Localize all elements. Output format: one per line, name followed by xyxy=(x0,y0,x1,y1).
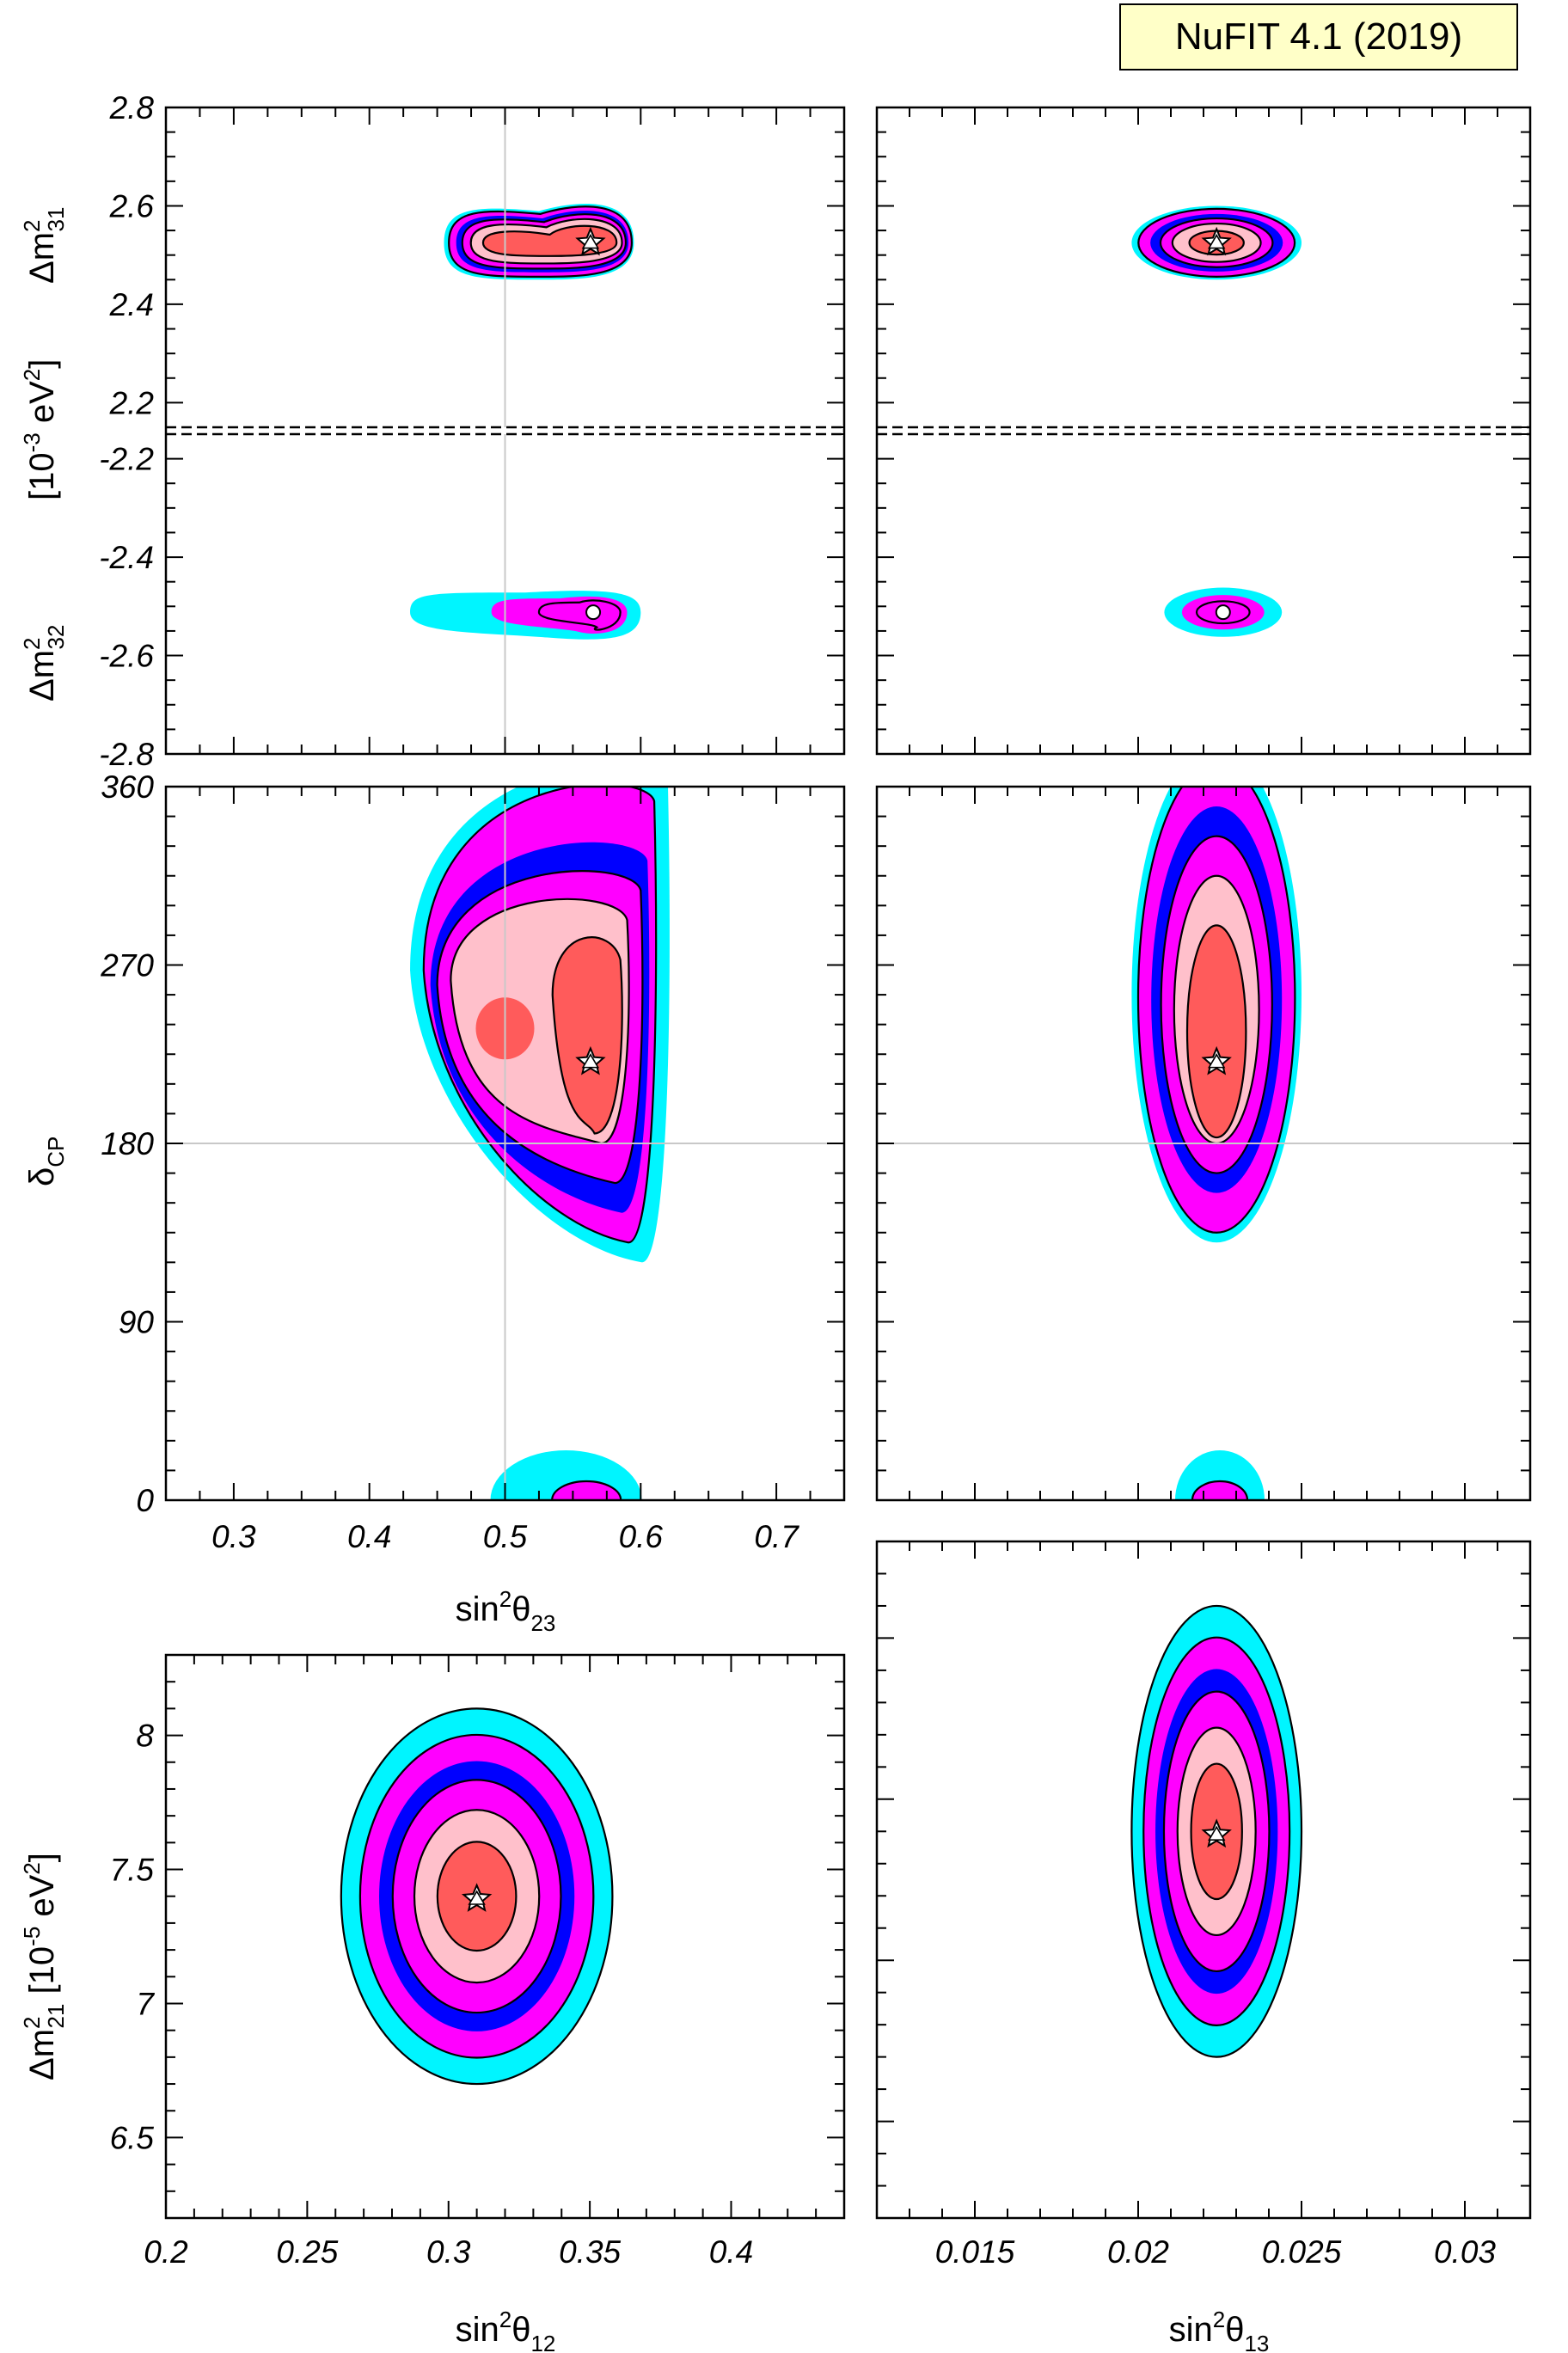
ylabel-dm2-31: Δm231 xyxy=(19,207,69,284)
xlabel-sin2theta12: sin2θ12 xyxy=(456,2307,556,2353)
ylabel-dm2-21: Δm221 [10-5 eV2] xyxy=(19,1853,69,2080)
axis-titles: sin2θ23 sin2θ12 sin2θ13 Δm231 [10-3 eV2]… xyxy=(19,207,1269,2353)
xtick-label-theta23: 0.5 xyxy=(483,1519,528,1554)
xtick-label-theta12: 0.3 xyxy=(426,2234,471,2270)
ylabel-dm2-32: Δm232 xyxy=(19,625,69,702)
region-wrap-1 xyxy=(1175,1450,1265,1500)
xtick-label-theta23: 0.4 xyxy=(347,1519,391,1554)
ytick-label-dm31: 2.4 xyxy=(109,287,154,322)
ytick-label-dm32: -2.6 xyxy=(99,639,154,674)
xtick-label-theta12: 0.2 xyxy=(144,2234,188,2270)
ytick-label-dcp: 90 xyxy=(119,1305,155,1340)
ytick-label-dcp: 180 xyxy=(101,1126,154,1161)
ytick-label-dm21: 6.5 xyxy=(110,2120,155,2155)
version-badge: NuFIT 4.1 (2019) xyxy=(1119,3,1518,70)
ytick-label-dm21: 8 xyxy=(136,1719,154,1754)
ylabel-unit-1e-3: [10-3 eV2] xyxy=(19,359,61,500)
ytick-label-dcp: 360 xyxy=(101,769,154,805)
ytick-label-dm31: 2.2 xyxy=(109,385,155,420)
reference-lines xyxy=(166,107,1530,1500)
region-level-5 xyxy=(1185,924,1247,1139)
best-fit-star-triangle xyxy=(581,1053,600,1069)
xtick-label-theta23: 0.3 xyxy=(211,1519,256,1554)
best-fit-star-triangle xyxy=(581,234,600,249)
regions-theta23-dm32 xyxy=(410,591,641,640)
xtick-label-theta13: 0.02 xyxy=(1107,2234,1169,2270)
axis-ticks xyxy=(165,107,1531,2219)
xtick-label-theta13: 0.03 xyxy=(1434,2234,1496,2270)
region-wrap-2 xyxy=(1191,1480,1249,1500)
ylabel-deltacp: δCP xyxy=(23,1137,69,1186)
region-level-5 xyxy=(551,936,623,1135)
best-fit-dot xyxy=(585,604,602,621)
frame-dm-vs-theta13 xyxy=(875,106,1532,756)
xtick-label-theta12: 0.25 xyxy=(276,2234,338,2270)
xtick-label-theta23: 0.6 xyxy=(619,1519,664,1554)
region-level-2 xyxy=(537,599,622,631)
xlabel-sin2theta13: sin2θ13 xyxy=(1169,2307,1270,2353)
ytick-label-dm32: -2.2 xyxy=(99,442,154,477)
xtick-label-theta12: 0.35 xyxy=(559,2234,621,2270)
ytick-label-dm31: 2.6 xyxy=(109,188,155,224)
xtick-label-theta13: 0.025 xyxy=(1262,2234,1342,2270)
best-fit-star-triangle xyxy=(1208,234,1226,249)
ytick-label-dcp: 270 xyxy=(100,948,154,983)
ytick-label-dm31: 2.8 xyxy=(109,90,155,126)
xlabel-sin2theta23: sin2θ23 xyxy=(456,1586,556,1636)
best-fit-star-triangle xyxy=(1208,1825,1226,1841)
regions-theta23-dm31 xyxy=(444,204,634,280)
region-wrap-2 xyxy=(551,1480,622,1500)
regions-theta13-dcp xyxy=(1131,787,1302,1500)
ytick-label-dcp: 0 xyxy=(136,1483,154,1518)
ytick-label-dm32: -2.4 xyxy=(99,540,154,575)
best-fit-dot xyxy=(1215,604,1231,621)
best-fit-star-triangle xyxy=(1208,1053,1226,1069)
ytick-label-dm32: -2.8 xyxy=(99,737,154,772)
best-fit-star-triangle xyxy=(468,1890,486,1905)
ytick-label-dm21: 7 xyxy=(136,1986,155,2021)
xtick-label-theta23: 0.7 xyxy=(754,1519,799,1554)
tick-labels: 2.2 2.4 2.6 2.8 -2.2 -2.4 -2.6 -2.8 0 90 180 270 360… xyxy=(99,90,1496,2270)
regions-theta23-dcp xyxy=(410,787,670,1500)
best-fit-markers xyxy=(461,226,1232,1912)
xtick-label-theta12: 0.4 xyxy=(709,2234,753,2270)
xtick-label-theta13: 0.015 xyxy=(935,2234,1015,2270)
ytick-label-dm21: 7.5 xyxy=(110,1853,155,1888)
